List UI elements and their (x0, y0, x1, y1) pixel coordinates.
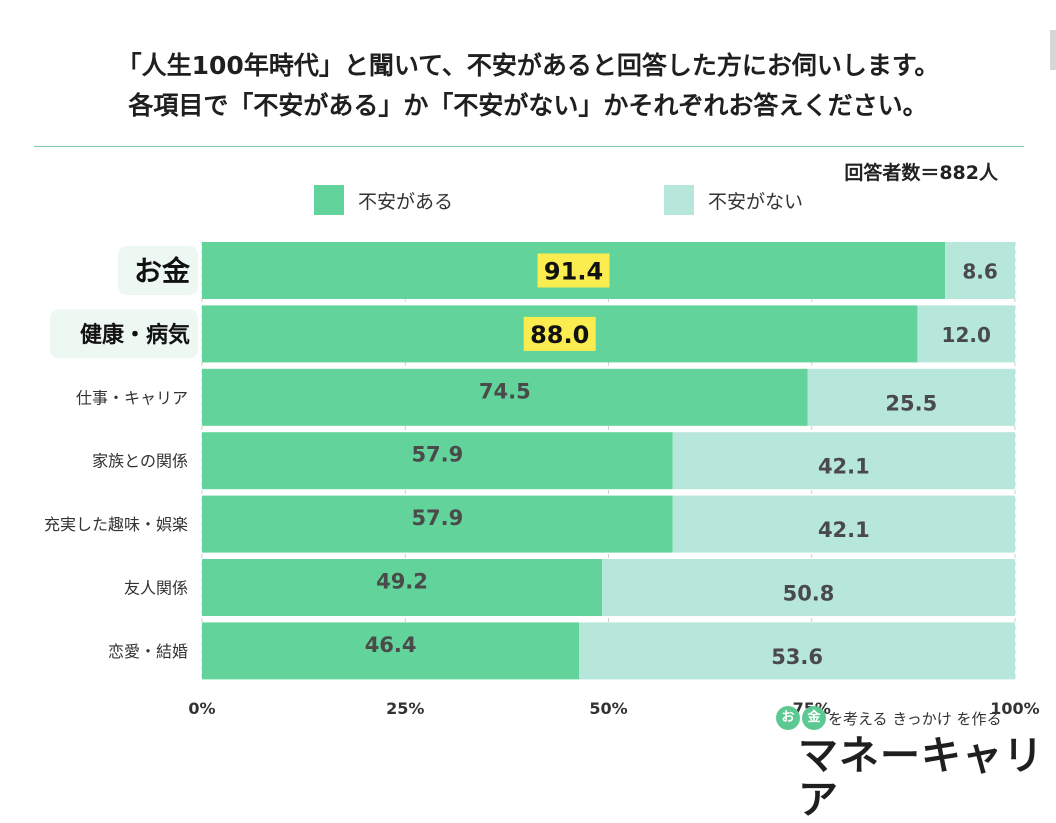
x-tick-label: 25% (386, 699, 424, 718)
category-label: 充実した趣味・娯楽 (44, 515, 188, 534)
bar-not-anxious (579, 622, 1015, 680)
category-label: 健康・病気 (80, 322, 190, 348)
category-label: お金 (134, 255, 191, 288)
scrollbar-fragment (1050, 30, 1056, 70)
value-label-not-anxious: 25.5 (885, 391, 937, 415)
value-label-anxious: 88.0 (530, 321, 589, 349)
brand-name: マネーキャリア (798, 733, 1044, 823)
value-label-not-anxious: 53.6 (771, 645, 823, 669)
value-label-highlight (523, 316, 596, 351)
x-tick-label: 50% (589, 699, 627, 718)
legend-swatch-not-anxious (664, 185, 694, 215)
brand-logo: お 金 を考える きっかけ を作る マネーキャリア (776, 706, 1046, 822)
value-label-anxious: 46.4 (365, 633, 417, 657)
respondent-count: 回答者数＝882人 (844, 162, 998, 184)
legend-label-not-anxious: 不安がない (708, 190, 804, 213)
category-label: 仕事・キャリア (76, 388, 188, 407)
value-label-not-anxious: 8.6 (962, 260, 997, 284)
bar-not-anxious (601, 559, 1015, 616)
title-line-2: 各項目で「不安がある」か「不安がない」かそれぞれお答えください。 (128, 91, 928, 120)
bar-not-anxious (807, 368, 1015, 426)
bar-anxious (202, 622, 580, 680)
bar-anxious (202, 432, 673, 490)
bar-not-anxious (672, 495, 1015, 553)
value-label-anxious: 74.5 (479, 379, 531, 403)
x-tick-label: 0% (188, 699, 215, 718)
legend-label-anxious: 不安がある (358, 190, 454, 213)
title-divider (34, 146, 1024, 147)
brand-tagline-row: お 金 を考える きっかけ を作る (776, 706, 1046, 730)
stacked-bar-chart: 0%25%50%75%100%お金91.48.6健康・病気88.012.0仕事・… (44, 242, 1040, 718)
value-label-not-anxious: 12.0 (942, 323, 991, 347)
category-label: 家族との関係 (92, 452, 188, 471)
bar-anxious (202, 559, 602, 616)
value-label-not-anxious: 42.1 (818, 455, 870, 479)
value-label-highlight (537, 253, 610, 288)
brand-bubble-1: お (776, 706, 800, 730)
category-label: 友人関係 (124, 579, 188, 598)
legend-item-not-anxious: 不安がない (664, 185, 803, 215)
value-label-anxious: 49.2 (376, 570, 428, 594)
value-label-anxious: 57.9 (411, 443, 463, 467)
category-label: 恋愛・結婚 (108, 642, 188, 661)
bar-not-anxious (945, 242, 1015, 299)
legend-item-anxious: 不安がある (314, 185, 453, 215)
title-line-1: 「人生100年時代」と聞いて、不安があると回答した方にお伺いします。 (116, 51, 940, 80)
category-label-highlight (50, 309, 198, 359)
bar-anxious (202, 495, 673, 553)
value-label-anxious: 57.9 (411, 506, 463, 530)
value-label-not-anxious: 50.8 (783, 582, 835, 606)
x-tick-label: 100% (990, 699, 1039, 718)
brand-tagline: を考える きっかけ を作る (828, 709, 1002, 728)
brand-bubble-2: 金 (802, 706, 826, 730)
bar-anxious (202, 368, 808, 426)
chart-title: 「人生100年時代」と聞いて、不安があると回答した方にお伺いします。 各項目で「… (0, 46, 1056, 126)
legend-swatch-anxious (314, 185, 344, 215)
bar-not-anxious (917, 305, 1015, 363)
value-label-anxious: 91.4 (544, 258, 603, 286)
category-label-highlight (118, 246, 198, 295)
bar-not-anxious (672, 432, 1015, 490)
value-label-not-anxious: 42.1 (818, 518, 870, 542)
